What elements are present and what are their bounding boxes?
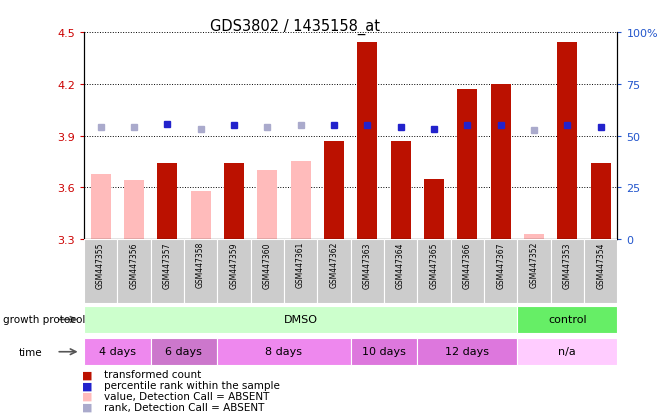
Text: GSM447355: GSM447355 xyxy=(96,242,105,288)
Bar xyxy=(150,240,184,304)
Text: GSM447356: GSM447356 xyxy=(130,242,138,288)
Bar xyxy=(551,240,584,304)
Bar xyxy=(517,240,551,304)
Bar xyxy=(217,338,351,366)
Text: GSM447358: GSM447358 xyxy=(196,242,205,288)
Text: ■: ■ xyxy=(82,402,93,412)
Bar xyxy=(517,338,617,366)
Text: GSM447361: GSM447361 xyxy=(296,242,305,288)
Text: time: time xyxy=(19,347,42,357)
Text: GSM447359: GSM447359 xyxy=(229,242,238,288)
Bar xyxy=(317,240,351,304)
Bar xyxy=(324,141,344,240)
Bar xyxy=(351,338,417,366)
Text: GSM447360: GSM447360 xyxy=(263,242,272,288)
Text: ■: ■ xyxy=(82,391,93,401)
Text: GSM447362: GSM447362 xyxy=(329,242,338,288)
Text: GSM447354: GSM447354 xyxy=(596,242,605,288)
Bar xyxy=(524,234,544,240)
Bar xyxy=(484,240,517,304)
Text: 4 days: 4 days xyxy=(99,346,136,356)
Bar xyxy=(391,141,411,240)
Bar xyxy=(558,43,577,240)
Text: GSM447363: GSM447363 xyxy=(363,242,372,288)
Text: GSM447353: GSM447353 xyxy=(563,242,572,288)
Text: ■: ■ xyxy=(82,380,93,390)
Bar xyxy=(351,240,384,304)
Bar xyxy=(91,174,111,240)
Text: ■: ■ xyxy=(82,370,93,380)
Bar xyxy=(157,164,177,240)
Text: growth protocol: growth protocol xyxy=(3,315,86,325)
Text: GDS3802 / 1435158_at: GDS3802 / 1435158_at xyxy=(210,19,380,35)
Text: transformed count: transformed count xyxy=(104,370,201,380)
Bar xyxy=(417,338,517,366)
Bar xyxy=(491,85,511,240)
Text: 6 days: 6 days xyxy=(166,346,203,356)
Bar xyxy=(417,240,451,304)
Text: GSM447352: GSM447352 xyxy=(529,242,538,288)
Text: 10 days: 10 days xyxy=(362,346,406,356)
Bar xyxy=(84,306,517,333)
Bar xyxy=(424,179,444,240)
Bar xyxy=(451,240,484,304)
Text: value, Detection Call = ABSENT: value, Detection Call = ABSENT xyxy=(104,391,269,401)
Bar xyxy=(117,240,150,304)
Bar xyxy=(224,164,244,240)
Text: GSM447367: GSM447367 xyxy=(496,242,505,288)
Text: rank, Detection Call = ABSENT: rank, Detection Call = ABSENT xyxy=(104,402,264,412)
Bar xyxy=(584,240,617,304)
Bar xyxy=(217,240,250,304)
Text: n/a: n/a xyxy=(558,346,576,356)
Text: control: control xyxy=(548,314,586,324)
Bar xyxy=(257,171,277,240)
Bar xyxy=(384,240,417,304)
Text: 12 days: 12 days xyxy=(446,346,489,356)
Bar xyxy=(291,162,311,240)
Bar xyxy=(84,338,150,366)
Bar xyxy=(250,240,284,304)
Bar xyxy=(590,164,611,240)
Bar xyxy=(184,240,217,304)
Text: GSM447365: GSM447365 xyxy=(429,242,438,288)
Bar xyxy=(124,181,144,240)
Text: DMSO: DMSO xyxy=(284,314,317,324)
Bar xyxy=(284,240,317,304)
Bar xyxy=(517,306,617,333)
Text: 8 days: 8 days xyxy=(266,346,303,356)
Text: percentile rank within the sample: percentile rank within the sample xyxy=(104,380,280,390)
Bar xyxy=(458,90,477,240)
Text: GSM447366: GSM447366 xyxy=(463,242,472,288)
Text: GSM447364: GSM447364 xyxy=(396,242,405,288)
Bar xyxy=(84,240,117,304)
Bar xyxy=(357,43,377,240)
Text: GSM447357: GSM447357 xyxy=(163,242,172,288)
Bar xyxy=(150,338,217,366)
Bar xyxy=(191,191,211,240)
